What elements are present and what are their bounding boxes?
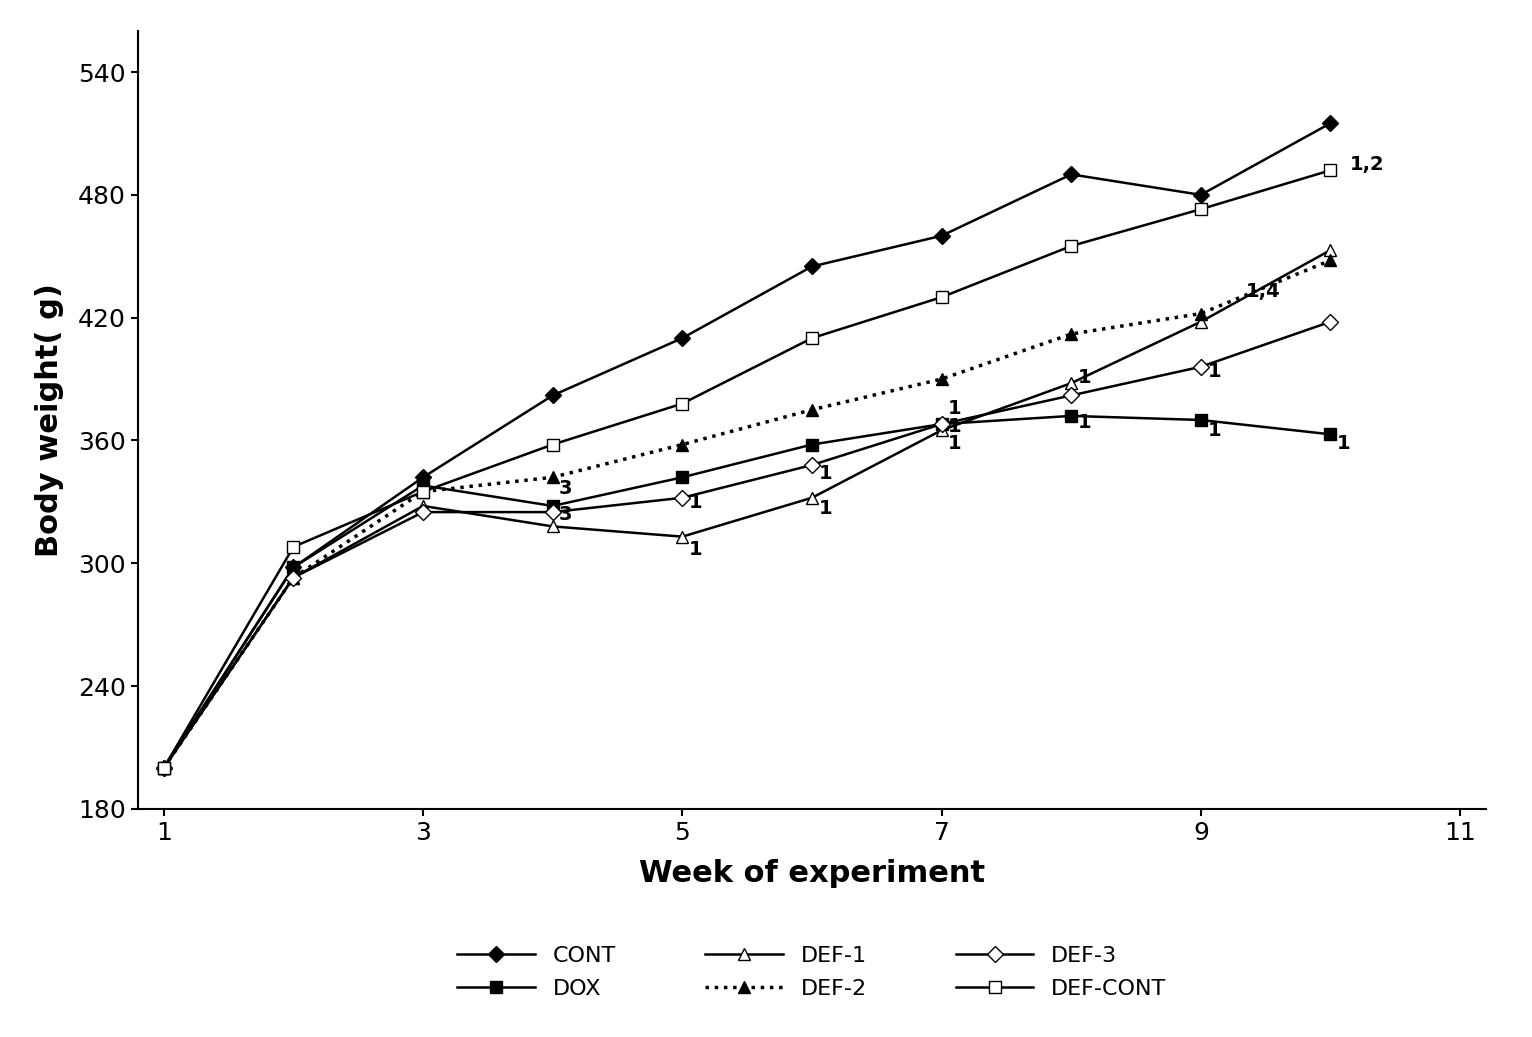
Text: 1: 1 — [1207, 421, 1221, 441]
Text: 1: 1 — [1337, 433, 1351, 453]
X-axis label: Week of experiment: Week of experiment — [639, 859, 985, 888]
Text: 1: 1 — [1207, 362, 1221, 381]
Text: 1: 1 — [948, 399, 962, 418]
Text: 1: 1 — [689, 540, 703, 559]
Text: 1: 1 — [948, 433, 962, 453]
Text: 1,4: 1,4 — [1246, 282, 1281, 302]
Text: 1: 1 — [818, 465, 832, 483]
Text: 1: 1 — [818, 499, 832, 518]
Text: 1,2: 1,2 — [1350, 156, 1385, 174]
Text: 3: 3 — [559, 479, 573, 498]
Text: 1: 1 — [948, 417, 962, 437]
Y-axis label: Body weight( g): Body weight( g) — [35, 283, 64, 557]
Text: 1: 1 — [689, 493, 703, 512]
Text: 1: 1 — [1077, 414, 1091, 432]
Text: 3: 3 — [559, 505, 573, 525]
Text: 1: 1 — [1077, 368, 1091, 387]
Legend: CONT, DOX, DEF-1, DEF-2, DEF-3, DEF-CONT: CONT, DOX, DEF-1, DEF-2, DEF-3, DEF-CONT — [449, 936, 1175, 1008]
